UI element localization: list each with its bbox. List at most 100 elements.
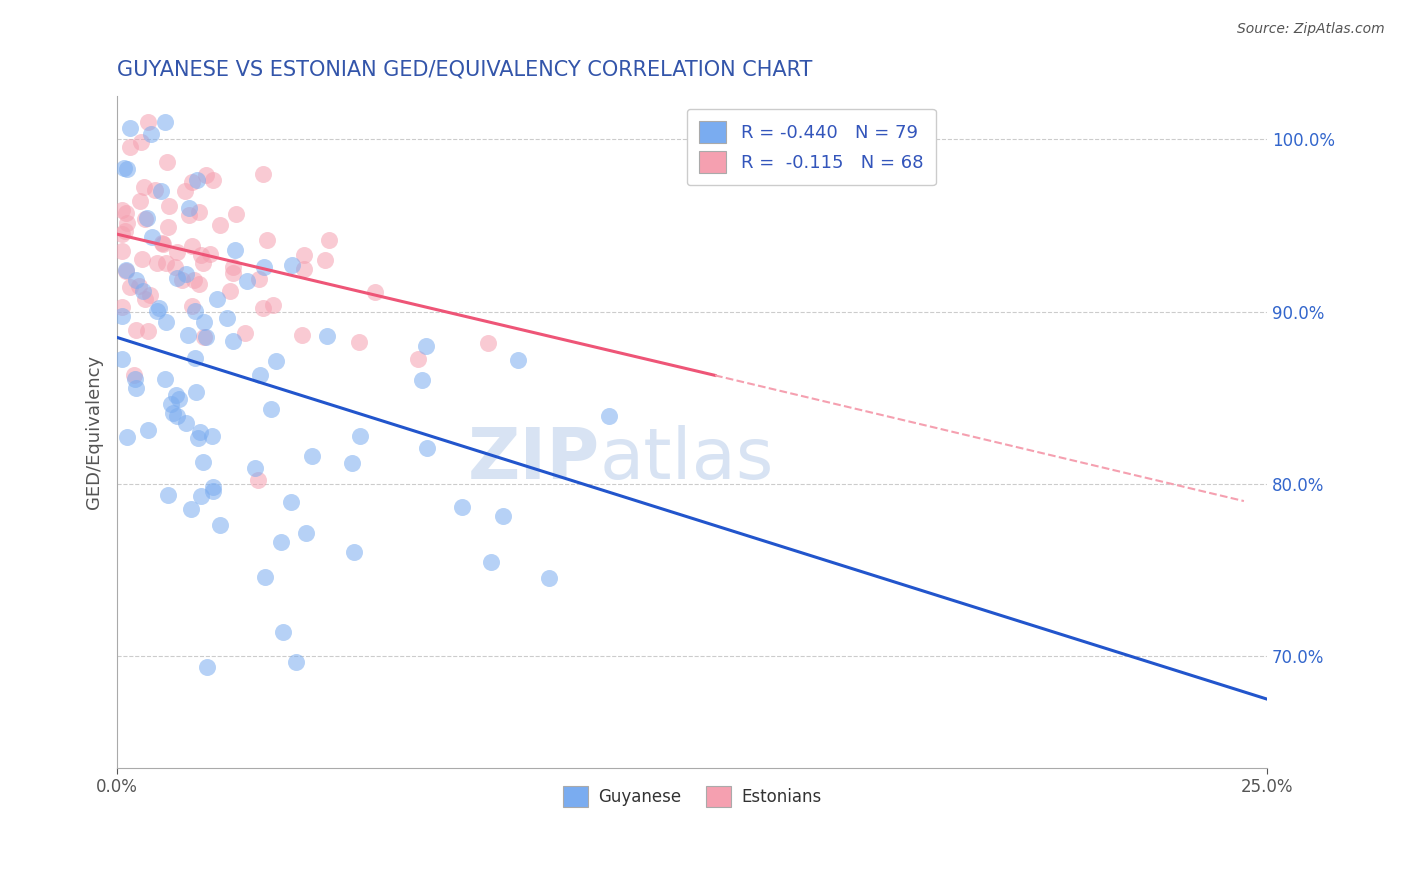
Point (271, 625, 294, 640)
Point (221, 260, 243, 274)
Point (111, 310, 134, 324)
Point (201, 480, 224, 494)
Point (294, 525, 316, 540)
Point (194, 168, 217, 182)
Point (266, 353, 288, 368)
Point (124, 368, 146, 383)
Point (153, 115, 176, 129)
Point (256, 233, 278, 247)
Point (160, 396, 183, 410)
Point (301, 449, 323, 463)
Point (222, 266, 245, 280)
Point (252, 260, 274, 274)
Point (243, 461, 266, 475)
Point (314, 253, 336, 268)
Point (252, 301, 274, 316)
Point (315, 328, 337, 343)
Point (163, 260, 186, 275)
Point (262, 298, 284, 312)
Point (598, 409, 620, 424)
Point (156, 488, 179, 502)
Point (201, 173, 224, 187)
Point (477, 336, 499, 351)
Point (145, 183, 167, 197)
Point (492, 508, 515, 523)
Point (363, 285, 385, 299)
Point (120, 279, 142, 293)
Point (134, 212, 156, 227)
Point (188, 277, 211, 291)
Point (180, 501, 202, 516)
Point (224, 243, 246, 257)
Point (114, 224, 136, 238)
Point (136, 423, 159, 437)
Point (292, 248, 315, 262)
Point (201, 429, 224, 443)
Point (184, 351, 207, 365)
Point (343, 545, 366, 559)
Point (136, 325, 159, 339)
Point (259, 402, 281, 417)
Point (347, 334, 370, 349)
Point (162, 406, 184, 420)
Point (280, 259, 302, 273)
Point (111, 227, 134, 242)
Point (219, 284, 242, 298)
Point (235, 275, 257, 289)
Point (111, 203, 134, 218)
Point (208, 518, 231, 533)
Point (149, 184, 172, 198)
Point (124, 372, 146, 386)
Point (181, 239, 204, 253)
Point (270, 534, 292, 549)
Point (174, 268, 197, 282)
Point (291, 327, 314, 342)
Point (247, 272, 270, 286)
Point (284, 655, 307, 669)
Point (193, 330, 215, 344)
Point (183, 273, 205, 287)
Point (188, 205, 211, 219)
Y-axis label: GED/Equivalency: GED/Equivalency (86, 355, 103, 509)
Point (124, 273, 146, 287)
Point (152, 236, 174, 251)
Point (195, 330, 218, 344)
Point (406, 352, 429, 367)
Point (180, 299, 202, 313)
Point (479, 555, 502, 569)
Point (111, 244, 134, 259)
Point (186, 384, 208, 399)
Point (139, 288, 162, 302)
Point (174, 416, 197, 430)
Point (155, 315, 177, 329)
Point (177, 328, 200, 343)
Point (187, 431, 209, 445)
Point (136, 115, 159, 129)
Point (349, 429, 371, 443)
Point (318, 233, 340, 247)
Point (193, 255, 215, 269)
Point (166, 409, 188, 423)
Point (252, 167, 274, 181)
Point (170, 273, 193, 287)
Point (506, 352, 529, 367)
Point (280, 495, 302, 509)
Point (157, 199, 180, 213)
Point (155, 256, 177, 270)
Point (129, 194, 152, 208)
Text: ZIP: ZIP (468, 425, 600, 493)
Point (141, 230, 163, 244)
Point (132, 284, 155, 298)
Point (198, 247, 221, 261)
Point (254, 570, 277, 584)
Point (115, 264, 138, 278)
Point (195, 660, 218, 674)
Text: Source: ZipAtlas.com: Source: ZipAtlas.com (1237, 22, 1385, 37)
Point (156, 155, 179, 169)
Point (129, 136, 152, 150)
Point (222, 334, 245, 348)
Point (115, 206, 138, 220)
Point (190, 248, 212, 262)
Point (118, 120, 141, 135)
Point (191, 455, 214, 469)
